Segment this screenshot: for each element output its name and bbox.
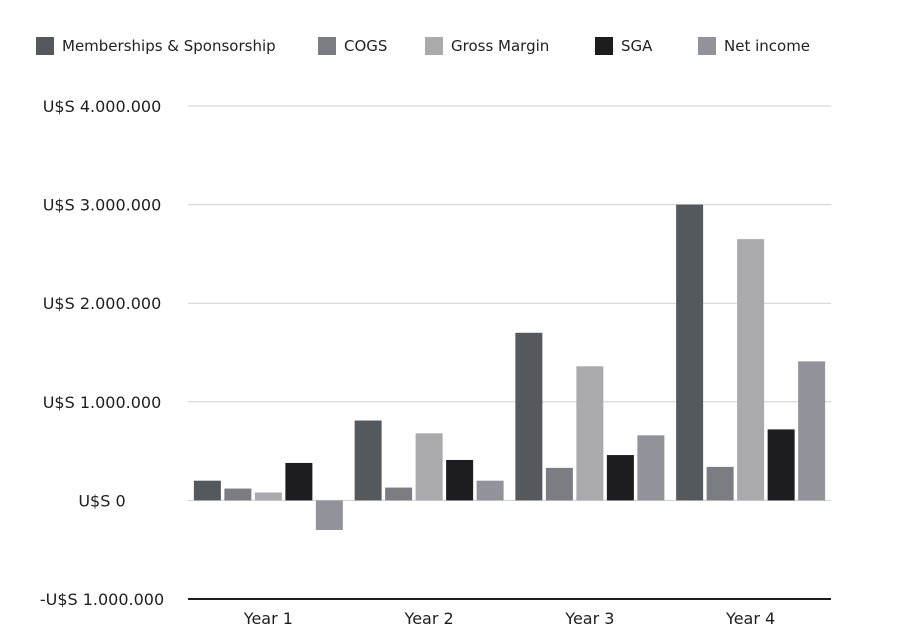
bar <box>737 239 765 501</box>
bar <box>415 433 443 501</box>
y-tick-label: U$S 0 <box>78 491 125 510</box>
bar <box>515 332 543 501</box>
legend-swatch <box>698 37 716 55</box>
bar <box>315 500 343 530</box>
legend-item-net-income: Net income <box>698 34 810 58</box>
bar <box>637 435 665 501</box>
legend-label: Memberships & Sponsorship <box>62 37 276 55</box>
y-tick-label: U$S 3.000.000 <box>43 196 162 215</box>
y-tick-label: U$S 2.000.000 <box>43 294 162 313</box>
bar <box>767 429 795 501</box>
legend-item-sga: SGA <box>595 34 652 58</box>
legend-label: Net income <box>724 37 811 55</box>
y-tick-label: U$S 4.000.000 <box>43 97 162 116</box>
bar <box>285 462 313 501</box>
bar <box>545 467 573 501</box>
legend-label: COGS <box>344 37 388 55</box>
legend-swatch <box>425 37 443 55</box>
x-tick-label: Year 4 <box>725 609 775 628</box>
bar <box>676 204 704 501</box>
bar <box>476 480 504 501</box>
x-tick-label: Year 2 <box>404 609 454 628</box>
legend-label: Gross Margin <box>451 37 550 55</box>
bar <box>224 488 252 501</box>
legend-swatch <box>318 37 336 55</box>
x-tick-label: Year 3 <box>564 609 614 628</box>
bar <box>254 492 282 501</box>
legend-swatch <box>36 37 54 55</box>
y-tick-label: U$S 1.000.000 <box>43 393 162 412</box>
bar <box>706 466 734 501</box>
bar <box>798 361 826 501</box>
bar <box>576 366 604 501</box>
y-tick-label: -U$S 1.000.000 <box>40 590 164 609</box>
legend-item-memberships-sponsorship: Memberships & Sponsorship <box>36 34 276 58</box>
bar <box>446 459 474 501</box>
legend-swatch <box>595 37 613 55</box>
x-tick-label: Year 1 <box>243 609 293 628</box>
bar <box>193 480 221 501</box>
legend-item-cogs: COGS <box>318 34 387 58</box>
legend-item-gross-margin: Gross Margin <box>425 34 549 58</box>
bar <box>354 420 382 501</box>
bar <box>606 455 634 501</box>
legend-label: SGA <box>621 37 653 55</box>
bar <box>385 487 413 501</box>
